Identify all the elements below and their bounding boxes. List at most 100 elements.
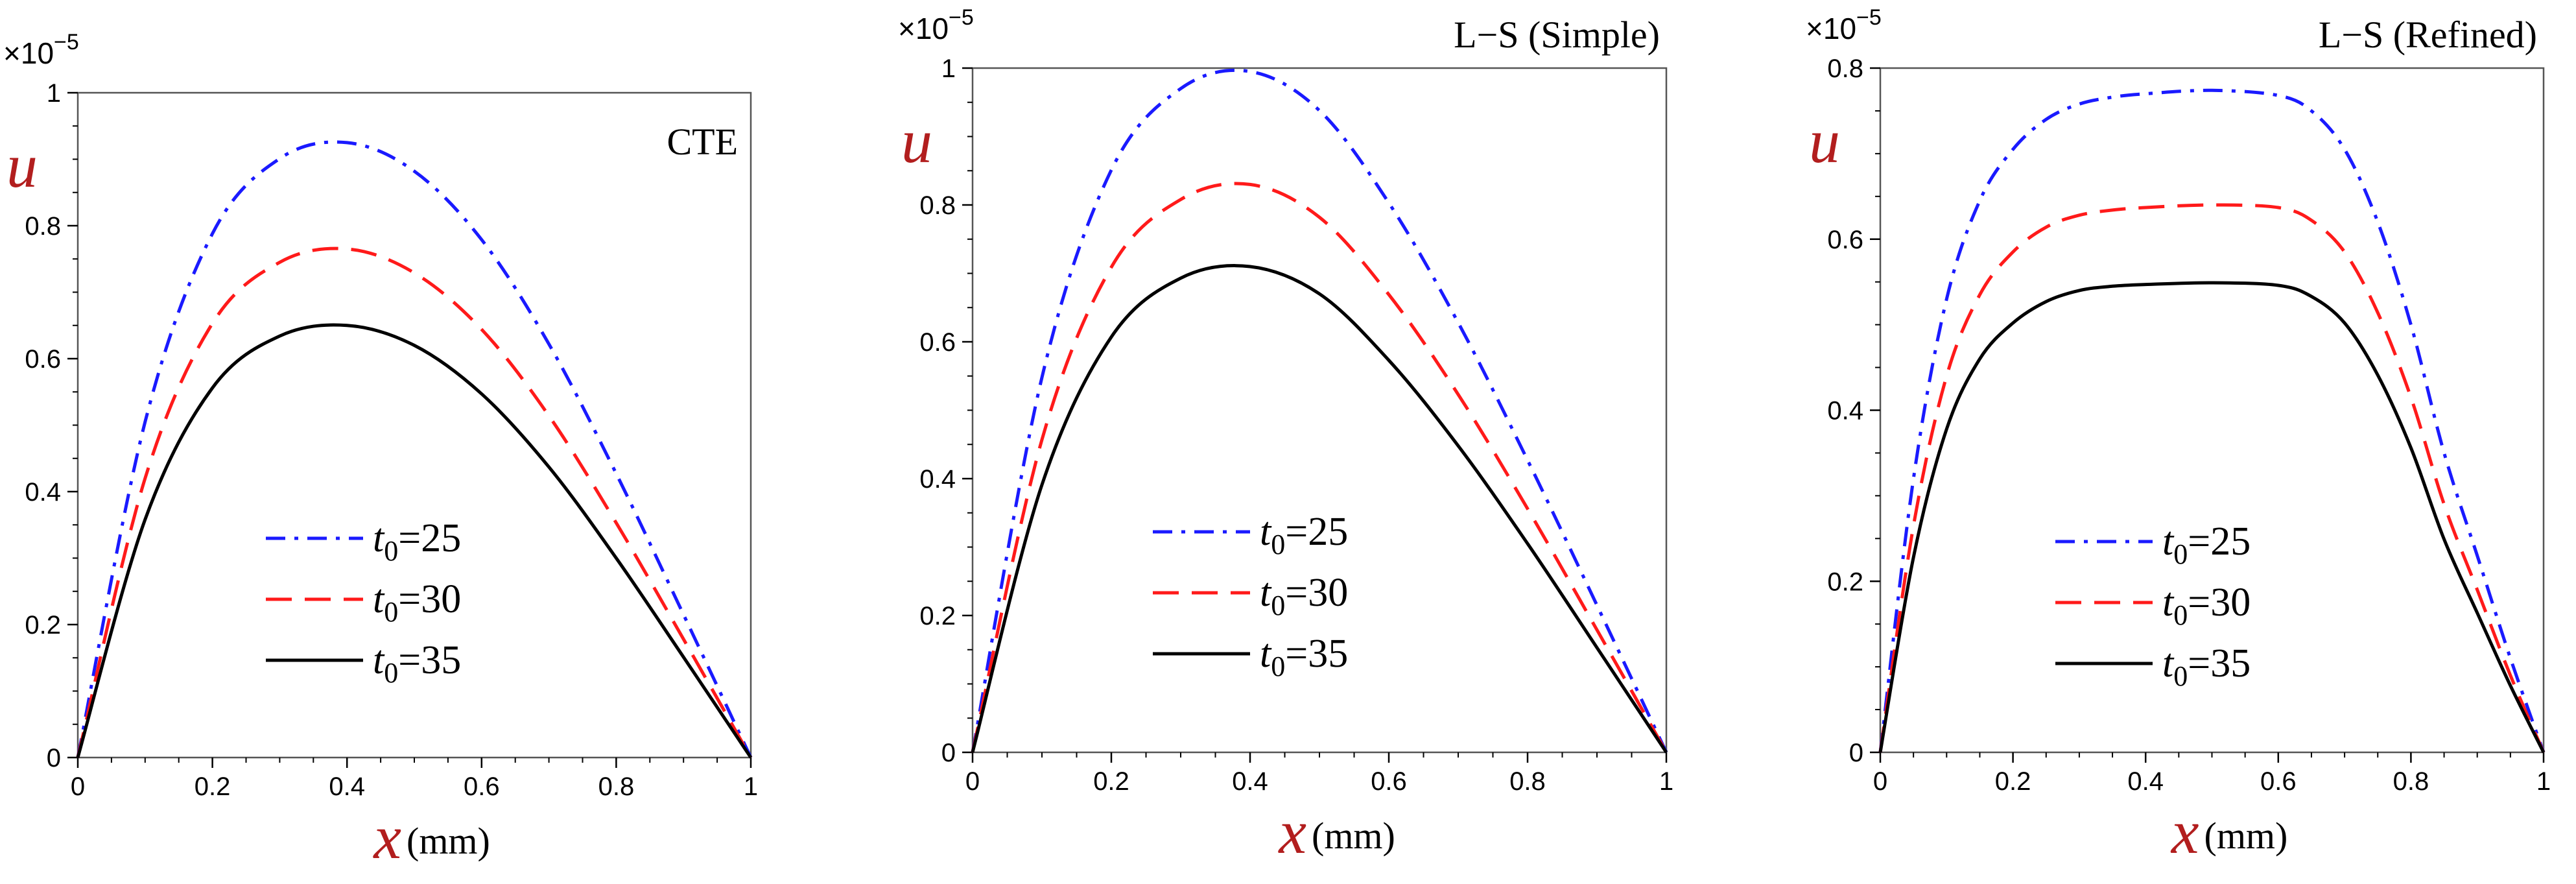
series-line-t0-30 (971, 182, 1668, 754)
y-tick-label: 0.8 (1827, 54, 1863, 83)
legend-var: t (373, 516, 385, 560)
legend-entry: t0=30 (1260, 571, 1348, 621)
panel-title: L−S (Refined) (2319, 14, 2537, 56)
legend-var: t (2162, 641, 2175, 686)
legend-sub: 0 (2173, 660, 2188, 692)
legend-entry: t0=25 (1260, 510, 1348, 560)
y-tick-label: 0.4 (919, 465, 956, 494)
legend-sub: 0 (2173, 538, 2188, 570)
legend-sub: 0 (384, 535, 398, 567)
panel-title: CTE (667, 121, 738, 163)
x-axis-unit: (mm) (1312, 815, 1395, 857)
x-tick-label: 0.4 (329, 772, 365, 801)
y-tick-label: 0 (47, 744, 61, 772)
legend-var: t (1260, 632, 1272, 676)
legend-sub: 0 (2173, 599, 2188, 631)
legend-var: t (2162, 520, 2175, 564)
legend-var: t (373, 577, 385, 621)
chart-panel-2: 0 0.2 0.4 0.6 0.8 1 0 0.2 0.4 0.6 0.8 1 ×10−5 L−S (Si… (898, 5, 1673, 866)
y-tick-label: 1 (47, 79, 61, 108)
chart-panel-1: 0 0.2 0.4 0.6 0.8 1 0 0.2 0.4 0.6 0.8 1 ×10−5 CTE u x (m… (3, 30, 758, 872)
x-tick-label: 0 (1873, 767, 1887, 796)
x-tick-label: 0.8 (2393, 767, 2429, 796)
legend-var: t (1260, 571, 1272, 615)
x-tick-label: 1 (744, 772, 758, 801)
y-tick-label: 1 (941, 54, 956, 83)
legend-entry: t0=35 (2162, 641, 2251, 692)
x-axis-unit: (mm) (2204, 815, 2288, 857)
x-tick-label: 1 (1659, 767, 1673, 796)
x-tick-label: 0.8 (1509, 767, 1546, 796)
legend-entry: t0=25 (373, 516, 461, 567)
series-line-t0-25 (76, 140, 753, 759)
series-line-t0-35 (971, 264, 1668, 754)
y-scale-exponent: −5 (54, 30, 79, 54)
y-tick-label: 0.8 (919, 191, 956, 220)
series-line-t0-35 (76, 323, 753, 759)
legend-entry: t0=30 (373, 577, 461, 628)
x-tick-label: 0.4 (1232, 767, 1268, 796)
y-tick-label: 0 (941, 739, 956, 767)
y-tick-label: 0 (1849, 739, 1863, 767)
y-scale-base: ×10 (898, 12, 949, 45)
y-axis-label: u (6, 131, 38, 200)
x-tick-label: 0.8 (598, 772, 635, 801)
legend-value: =25 (398, 516, 461, 560)
y-scale-exponent: −5 (1856, 5, 1882, 30)
series-line-t0-30 (76, 246, 753, 759)
legend-sub: 0 (384, 657, 398, 689)
legend-var: t (2162, 580, 2175, 625)
y-tick-label: 0.4 (1827, 397, 1863, 425)
x-axis-unit: (mm) (407, 820, 490, 862)
y-tick-label: 0.8 (25, 212, 61, 241)
legend-value: =30 (2188, 580, 2251, 625)
legend-var: t (1260, 510, 1272, 554)
legend-value: =30 (1285, 571, 1348, 615)
y-tick-label: 0.2 (1827, 567, 1863, 596)
legend-value: =35 (1285, 632, 1348, 676)
x-axis-label: x (2170, 797, 2199, 866)
legend-sub: 0 (384, 596, 398, 628)
y-scale-exponent: −5 (949, 5, 974, 30)
x-tick-label: 0 (965, 767, 980, 796)
y-tick-label: 0.2 (25, 611, 61, 639)
y-tick-label: 0.6 (919, 328, 956, 357)
x-tick-label: 0 (71, 772, 85, 801)
y-scale-label: ×10−5 (3, 30, 79, 70)
x-tick-label: 0.4 (2127, 767, 2164, 796)
y-axis-label: u (1809, 106, 1840, 176)
x-tick-label: 1 (2536, 767, 2551, 796)
x-tick-label: 0.6 (1371, 767, 1407, 796)
x-tick-label: 0.6 (2260, 767, 2297, 796)
y-tick-label: 0.4 (25, 478, 61, 507)
panel-title: L−S (Simple) (1454, 14, 1660, 56)
legend-var: t (373, 638, 385, 682)
x-tick-label: 0.2 (1093, 767, 1129, 796)
legend-value: =25 (2188, 520, 2251, 564)
series-line-t0-35 (1878, 281, 2546, 754)
x-axis-label: x (372, 802, 401, 872)
chart-panel-3: 0 0.2 0.4 0.6 0.8 1 0 0.2 0.4 0.6 0.8 ×10−5 L−S (Ref… (1806, 5, 2551, 866)
x-tick-label: 0.2 (1995, 767, 2031, 796)
legend-entry: t0=30 (2162, 580, 2251, 631)
y-scale-label: ×10−5 (1806, 5, 1882, 45)
legend-value: =25 (1285, 510, 1348, 554)
legend-sub: 0 (1271, 590, 1285, 621)
x-tick-label: 0.2 (195, 772, 231, 801)
y-scale-base: ×10 (3, 36, 54, 70)
y-tick-label: 0.6 (25, 345, 61, 374)
legend-sub: 0 (1271, 651, 1285, 682)
y-tick-label: 0.6 (1827, 226, 1863, 254)
legend-entry: t0=25 (2162, 520, 2251, 570)
y-scale-base: ×10 (1806, 12, 1856, 45)
legend-entry: t0=35 (373, 638, 461, 689)
y-axis-label: u (901, 106, 932, 176)
legend-value: =35 (2188, 641, 2251, 686)
y-scale-label: ×10−5 (898, 5, 974, 45)
x-axis-label: x (1277, 797, 1306, 866)
y-tick-label: 0.2 (919, 602, 956, 630)
legend-value: =35 (398, 638, 461, 682)
legend-value: =30 (398, 577, 461, 621)
series-line-t0-25 (1878, 88, 2546, 753)
